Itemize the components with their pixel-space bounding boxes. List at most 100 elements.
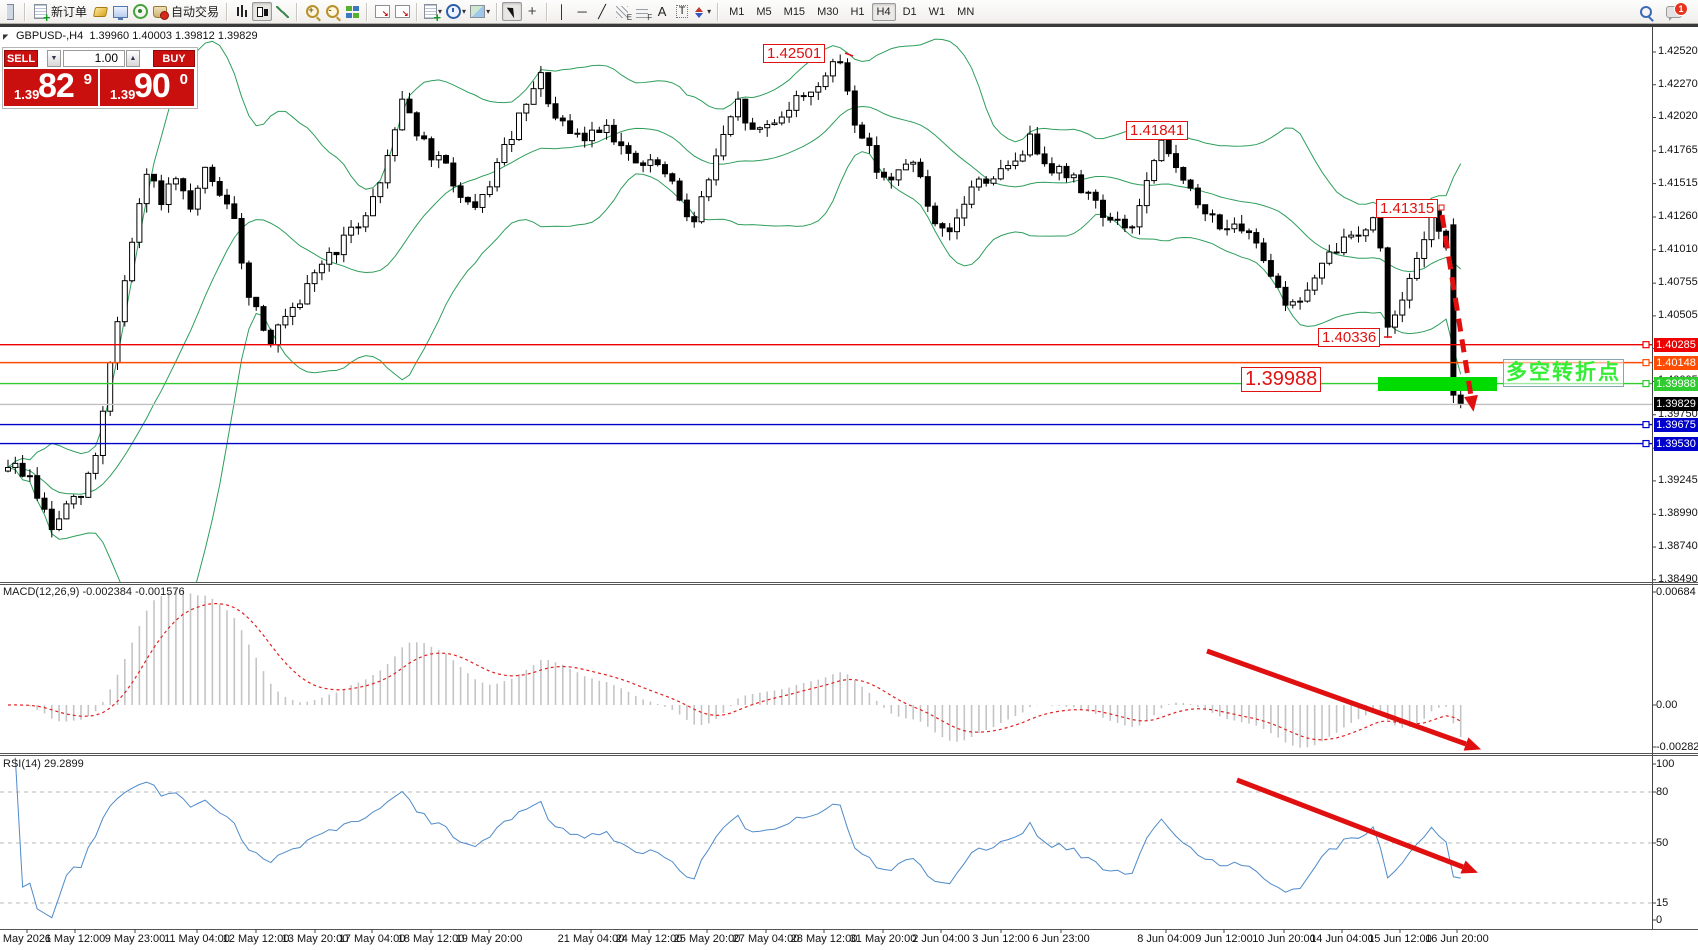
buy-button[interactable]: BUY: [153, 50, 195, 67]
turning-point-annotation[interactable]: 多空转折点: [1503, 359, 1624, 387]
templates-button[interactable]: ▾: [468, 2, 492, 21]
candle: [1355, 234, 1362, 237]
candle: [1326, 251, 1333, 264]
support-highlight-bar[interactable]: [1378, 377, 1497, 391]
candle: [859, 124, 866, 139]
trend-arrow-macd[interactable]: [1206, 648, 1467, 747]
buy-price-panel[interactable]: 1.39 90 0: [100, 67, 194, 106]
candle: [983, 178, 990, 184]
autotrading-button[interactable]: [150, 2, 170, 21]
candle: [1078, 174, 1085, 194]
timeframe-button-M1[interactable]: M1: [729, 5, 745, 18]
text-tool-button[interactable]: A: [652, 2, 672, 21]
label-tool-button[interactable]: T: [672, 2, 692, 21]
timeframe-button-M5[interactable]: M5: [756, 5, 772, 18]
trend-arrow-main[interactable]: [1439, 214, 1474, 397]
zoom-in-button[interactable]: +: [302, 2, 322, 21]
collapse-triangle-icon[interactable]: ◤: [3, 34, 9, 41]
candle: [713, 155, 720, 181]
sell-price-prefix: 1.39: [14, 87, 40, 102]
sell-price-panel[interactable]: 1.39 82 9: [4, 67, 98, 106]
annotation-high-1.42501[interactable]: 1.42501: [763, 44, 826, 63]
candle: [238, 217, 245, 264]
fibonacci-tool-button[interactable]: F: [632, 2, 652, 22]
candle: [1173, 153, 1179, 169]
timeframe-button-H4[interactable]: H4: [871, 2, 896, 21]
trendline-tool-button[interactable]: ╱: [592, 2, 612, 21]
periods-button[interactable]: ▾: [444, 2, 468, 21]
channel-tool-button[interactable]: E: [612, 2, 632, 22]
candle: [523, 103, 530, 114]
candle: [494, 162, 501, 188]
line-chart-button[interactable]: [272, 2, 292, 21]
main-pane: [5, 38, 1464, 582]
new-order-label[interactable]: 新订单: [51, 5, 88, 19]
candle: [180, 178, 187, 192]
sell-button[interactable]: SELL: [4, 50, 38, 67]
price-tick: 1.39245: [1658, 473, 1698, 486]
candle: [297, 303, 303, 308]
candle: [610, 124, 617, 143]
time-axis-label: 13 May 20:00: [281, 933, 349, 945]
cursor-tool-button[interactable]: [502, 2, 523, 21]
volume-input[interactable]: 1.00: [63, 50, 125, 67]
vertical-line-tool-button[interactable]: │: [552, 2, 572, 21]
buy-price-prefix: 1.39: [110, 87, 136, 102]
notifications-button[interactable]: 1: [1664, 1, 1688, 21]
tile-windows-button[interactable]: [342, 2, 362, 21]
zoom-out-button[interactable]: -: [322, 2, 342, 21]
candle: [720, 133, 727, 157]
candle: [735, 98, 741, 118]
candle: [194, 187, 201, 210]
timeframe-button-MN[interactable]: MN: [957, 5, 975, 18]
fibonacci-icon: F: [636, 5, 652, 22]
bar-chart-button[interactable]: [232, 2, 252, 21]
zoom-in-icon: +: [305, 5, 319, 18]
timeframe-button-D1[interactable]: D1: [902, 5, 917, 18]
candle: [70, 495, 77, 505]
candle: [216, 180, 223, 196]
volume-up-button[interactable]: ▲: [126, 50, 140, 67]
candle: [370, 196, 376, 217]
candle: [1253, 232, 1260, 244]
candle: [873, 145, 880, 173]
candle: [1202, 204, 1209, 215]
annotation-support-1.39988[interactable]: 1.39988: [1241, 367, 1322, 392]
time-axis-label: 9 May 23:00: [104, 933, 166, 945]
timeframe-button-M15[interactable]: M15: [783, 5, 806, 18]
crosshair-tool-button[interactable]: +: [522, 2, 542, 21]
candle: [406, 98, 413, 114]
timeframe-button-H1[interactable]: H1: [850, 5, 865, 18]
volume-down-button[interactable]: ▼: [47, 50, 61, 67]
arrows-tool-button[interactable]: ▾: [692, 2, 713, 21]
timeframe-button-W1[interactable]: W1: [928, 5, 946, 18]
signals-button[interactable]: [130, 2, 150, 21]
annotation-high-1.41841[interactable]: 1.41841: [1126, 121, 1189, 140]
autotrading-label[interactable]: 自动交易: [171, 5, 220, 19]
candle: [1246, 230, 1252, 234]
candle: [705, 179, 712, 198]
candle: [253, 296, 260, 308]
candle: [19, 462, 26, 477]
time-axis-label: 19 May 20:00: [455, 933, 523, 945]
navigator-button[interactable]: [110, 2, 130, 21]
candle: [640, 162, 647, 166]
annotation-high-1.41315[interactable]: 1.41315: [1376, 199, 1439, 218]
candle: [632, 152, 639, 164]
annotation-low-1.40336[interactable]: 1.40336: [1318, 328, 1381, 347]
add-indicator-button[interactable]: ▾: [422, 2, 444, 23]
indicator-window-button-1[interactable]: [372, 2, 392, 21]
indicator-window-button-2[interactable]: [392, 2, 412, 21]
timeframe-button-M30[interactable]: M30: [817, 5, 839, 18]
new-order-button[interactable]: [30, 2, 51, 23]
candle: [318, 263, 325, 274]
search-button[interactable]: [1636, 2, 1656, 21]
chat-icon: 1: [1666, 1, 1688, 21]
horizontal-line-tool-button[interactable]: ─: [572, 2, 592, 21]
candle: [1377, 217, 1384, 249]
candle: [1165, 139, 1172, 155]
candlestick-chart-button[interactable]: [252, 2, 273, 21]
candle: [245, 262, 252, 298]
trend-arrow-rsi[interactable]: [1236, 777, 1464, 870]
